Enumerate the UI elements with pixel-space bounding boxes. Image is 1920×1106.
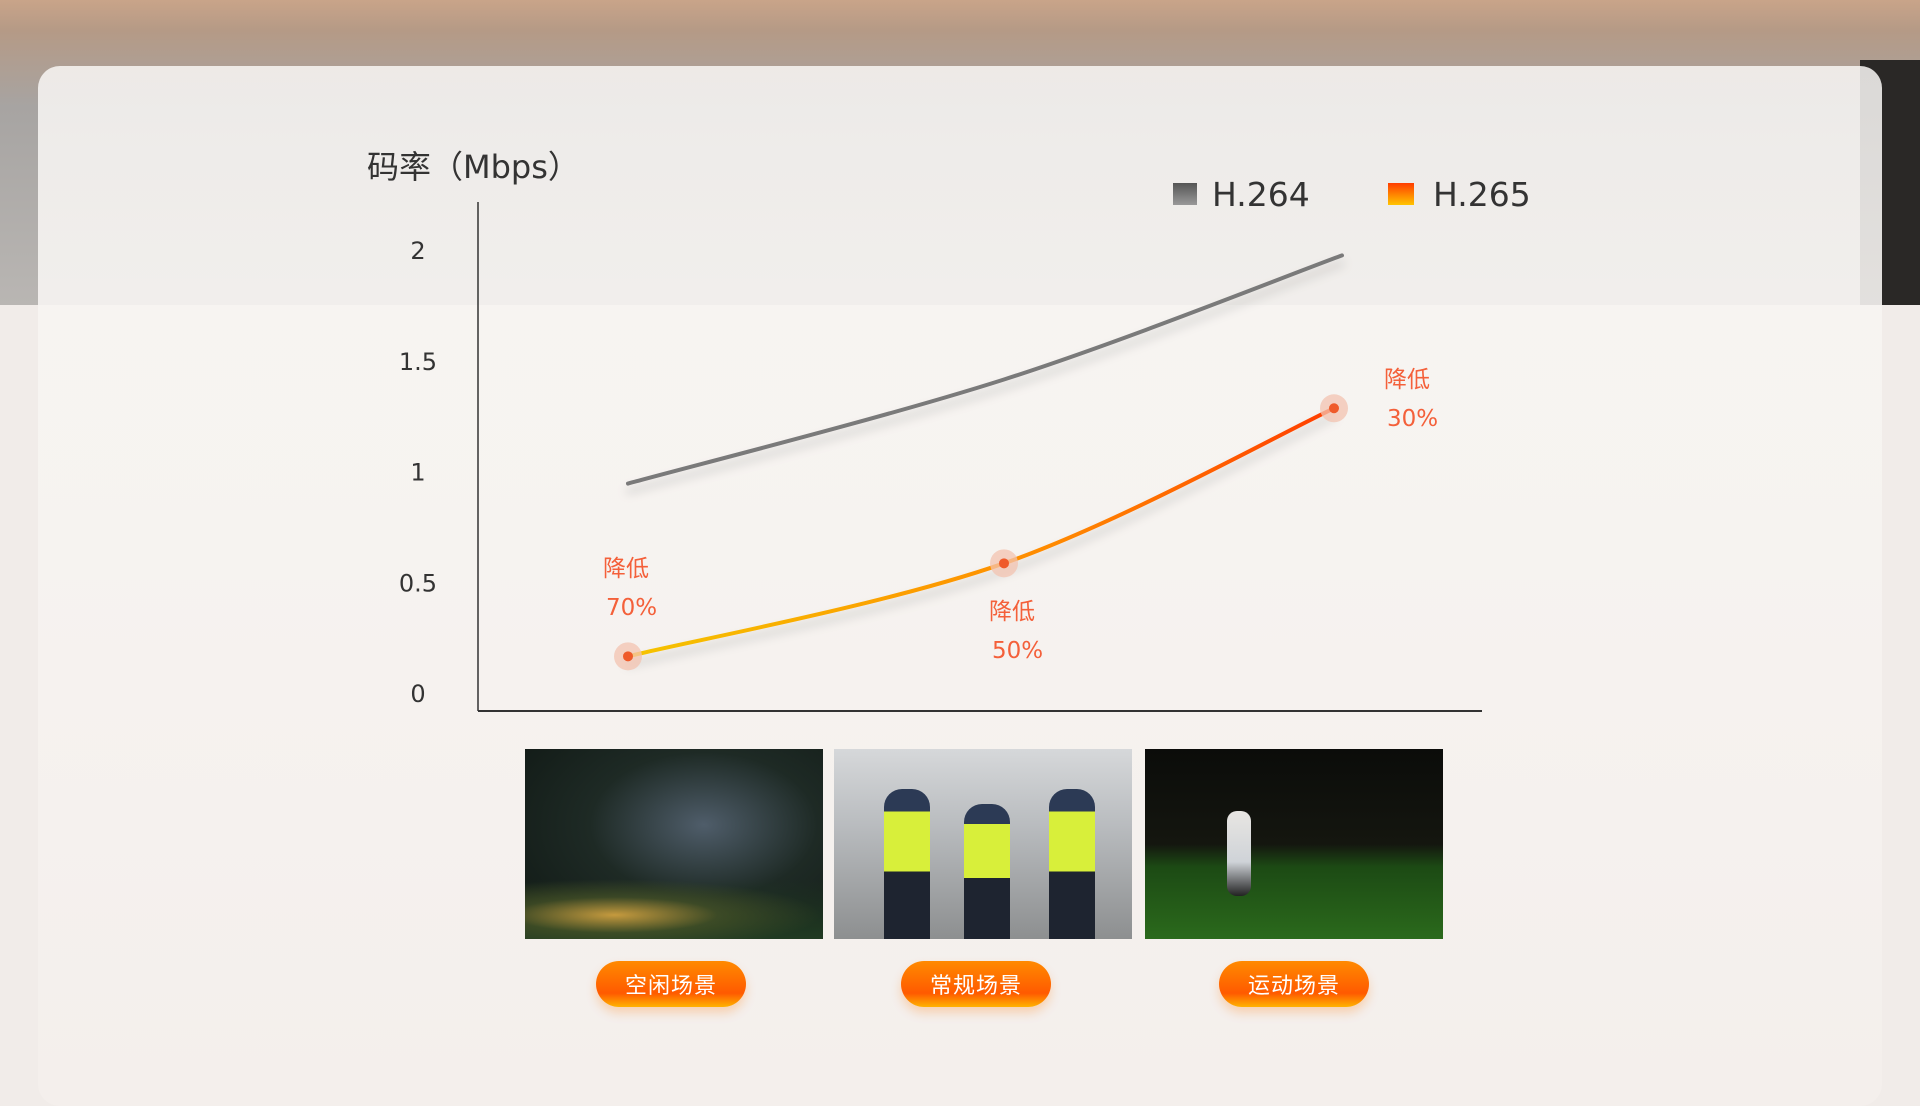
h265-point [999,558,1009,569]
annotation-value: 50% [992,638,1043,664]
legend-label-h265: H.265 [1433,175,1531,214]
night-park-photo [525,749,823,939]
bitrate-chart: 码率（Mbps） 0 0.5 1 1.5 2 H.264 H.265 降低 70% 降低 50… [367,148,1531,712]
y-tick-label: 1 [410,459,425,487]
annotation-value: 70% [606,595,657,621]
scene-button-idle[interactable]: 空闲场景 [596,961,746,1007]
annotation-label: 降低 [603,556,649,582]
y-tick-label: 1.5 [399,348,437,376]
annotation-label: 降低 [989,599,1035,625]
y-tick-label: 2 [410,237,425,265]
series-line-h265 [626,406,1336,659]
h265-point [1329,403,1339,414]
soccer-player-photo [1145,749,1443,939]
y-tick-label: 0 [410,680,425,708]
y-tick-label: 0.5 [399,569,437,597]
legend-swatch-h264 [1173,183,1197,205]
traffic-police-photo [834,749,1132,939]
legend-label-h264: H.264 [1212,175,1310,214]
y-axis-title: 码率（Mbps） [367,148,580,186]
annotation-label: 降低 [1384,367,1430,393]
h265-point [623,651,633,662]
legend-swatch-h265 [1388,183,1414,205]
scene-button-normal[interactable]: 常规场景 [901,961,1051,1007]
annotation-value: 30% [1387,406,1438,432]
series-line-h264 [626,253,1344,486]
scene-button-sports[interactable]: 运动场景 [1219,961,1369,1007]
